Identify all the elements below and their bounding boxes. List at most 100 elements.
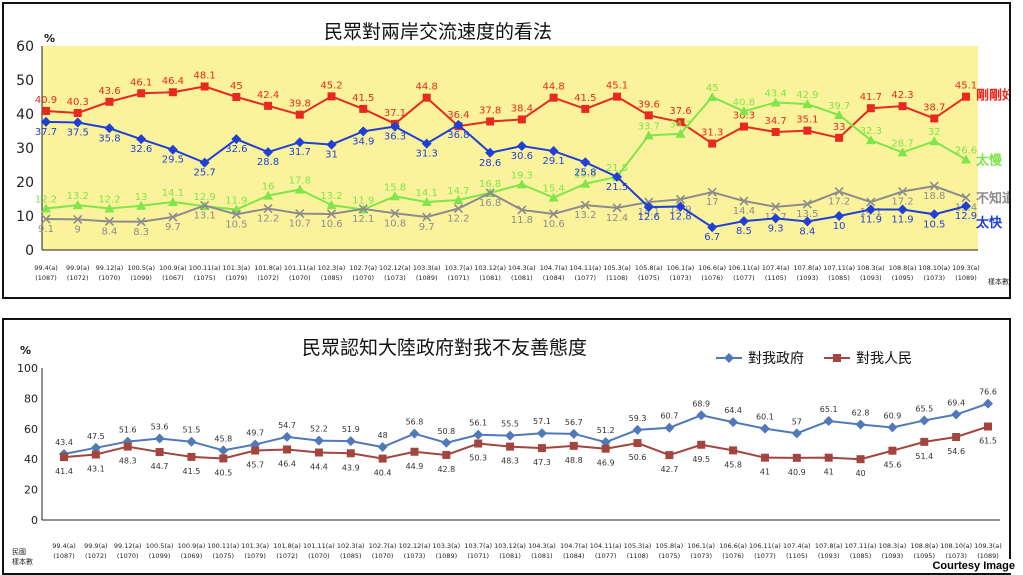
data-point: [486, 117, 495, 126]
series-end-label: 剛剛好: [976, 88, 1009, 104]
data-point: [105, 97, 114, 106]
data-point: [835, 133, 844, 142]
data-point: [983, 398, 993, 409]
sample-size-label: (1108): [606, 274, 628, 282]
data-label: 11.8: [511, 215, 533, 226]
data-point: [600, 437, 611, 448]
sample-size-label: (1067): [162, 274, 184, 282]
data-point: [485, 188, 495, 198]
data-label: 11.9: [860, 215, 882, 226]
image-credit: Courtesy Image: [928, 559, 1019, 573]
sample-caption-line-1: 民國: [12, 548, 26, 556]
y-tick-label: 0: [25, 243, 34, 259]
data-label: 44.7: [151, 462, 169, 471]
data-label: 15.8: [384, 182, 406, 193]
data-point: [137, 89, 146, 98]
data-label: 13.2: [67, 191, 89, 202]
sample-size-label: (1072): [257, 274, 279, 282]
data-point: [167, 197, 178, 207]
data-label: 37.1: [384, 108, 406, 119]
data-point: [516, 140, 527, 151]
data-label: 61.5: [979, 437, 997, 446]
chart-panel-bottom: 民眾認知大陸政府對我不友善態度% 0 20 40 60 80 100 99.4(a) (1087…: [2, 318, 1011, 575]
data-point: [834, 110, 845, 120]
data-point: [326, 139, 337, 150]
data-label: 62.8: [852, 409, 870, 418]
data-point: [739, 196, 749, 206]
x-tick-label: 101.3(a): [223, 264, 251, 272]
data-label: 45.7: [246, 461, 264, 470]
data-point: [186, 436, 197, 447]
sample-size-label: (1089): [436, 552, 458, 560]
data-point: [409, 428, 420, 439]
data-label: 13.2: [320, 191, 342, 202]
data-label: 37.6: [669, 106, 691, 117]
sample-size-label: (1085): [828, 274, 850, 282]
data-label: 60.7: [660, 412, 678, 421]
legend-label: 對我人民: [856, 351, 912, 367]
sample-size-label: (1093): [797, 274, 819, 282]
data-label: 41.4: [55, 467, 73, 476]
data-point: [802, 99, 813, 109]
data-label: 28.6: [479, 158, 501, 169]
data-point: [264, 101, 273, 110]
x-tick-label: 99.12(a): [96, 264, 124, 272]
data-label: 31.7: [289, 147, 311, 158]
data-point: [313, 435, 324, 446]
data-label: 40.4: [374, 469, 392, 478]
data-point: [453, 203, 463, 214]
series-line: [45, 85, 967, 145]
data-label: 12.2: [98, 195, 120, 206]
x-tick-label: 107.11(a): [823, 264, 855, 272]
data-label: 35.1: [796, 115, 818, 126]
data-label: 52.2: [310, 425, 328, 434]
data-label: 8.4: [799, 226, 815, 237]
data-point: [104, 123, 115, 134]
data-point: [346, 449, 355, 458]
data-point: [930, 114, 939, 123]
data-label: 29.1: [542, 156, 564, 167]
data-label: 13: [135, 192, 148, 203]
data-label: 65.1: [820, 405, 838, 414]
data-label: 48.1: [193, 70, 215, 81]
data-label: 32.3: [860, 126, 882, 137]
data-point: [919, 415, 930, 426]
data-label: 8.5: [736, 226, 752, 237]
data-label: 37.5: [67, 128, 89, 139]
data-label: 10.8: [384, 218, 406, 229]
data-label: 12.9: [193, 192, 215, 203]
data-point: [295, 110, 304, 119]
data-point: [73, 214, 83, 224]
sample-size-label: (1099): [149, 552, 171, 560]
data-point: [517, 205, 527, 215]
data-point: [73, 108, 82, 117]
x-tick-label: 102.3(a): [337, 542, 365, 550]
x-tick-label: 107.8(a): [794, 264, 822, 272]
data-label: 41.5: [352, 93, 374, 104]
x-tick-label: 100.5(a): [146, 542, 174, 550]
x-tick-label: 105.3(a): [624, 542, 652, 550]
series-end-label: 太慢: [975, 153, 1003, 169]
data-label: 50.8: [437, 427, 455, 436]
data-label: 12.4: [606, 213, 628, 224]
data-point: [389, 191, 400, 201]
data-label: 48.3: [119, 457, 137, 466]
sample-size-label: (1089): [955, 274, 977, 282]
data-point: [231, 209, 241, 219]
data-label: 40.3: [67, 97, 89, 108]
data-label: 46.1: [130, 77, 152, 88]
data-point: [961, 154, 971, 164]
data-label: 10.7: [289, 219, 311, 230]
data-label: 42.9: [796, 90, 818, 101]
y-tick-label: 80: [24, 392, 38, 405]
x-tick-label: 108.3(a): [879, 542, 907, 550]
data-point: [984, 422, 992, 431]
data-point: [549, 93, 558, 102]
data-point: [442, 450, 451, 459]
legend-label: 對我政府: [748, 351, 804, 367]
data-point: [707, 187, 717, 197]
data-point: [218, 445, 229, 456]
data-point: [707, 222, 718, 233]
data-point: [866, 104, 875, 113]
data-point: [136, 200, 147, 210]
